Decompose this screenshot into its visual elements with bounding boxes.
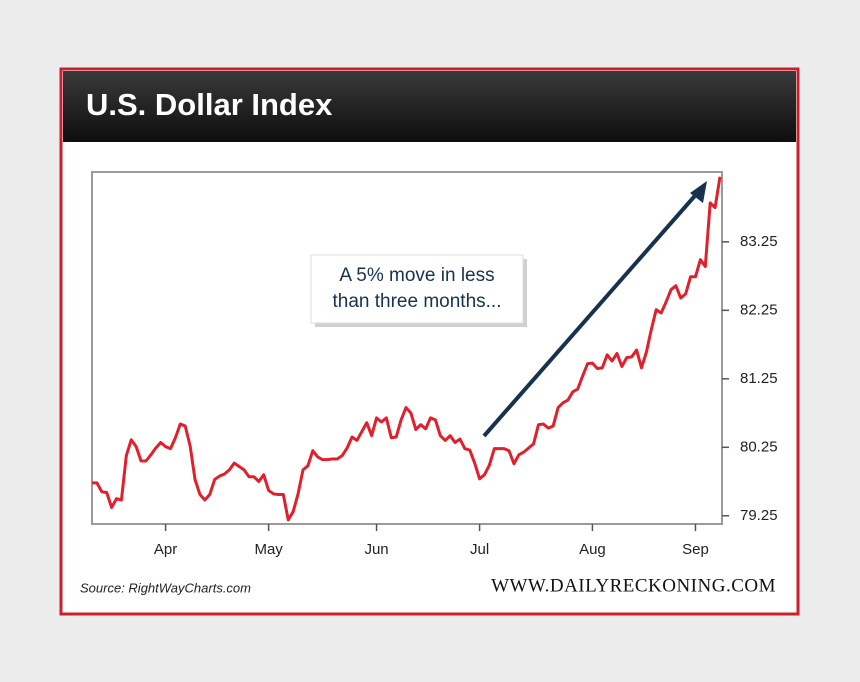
y-tick-label: 80.25 — [740, 438, 778, 455]
source: Source: RightWayCharts.com — [80, 580, 251, 595]
header — [63, 71, 796, 142]
x-tick-label: Jul — [470, 541, 489, 558]
x-tick-label: May — [254, 541, 283, 558]
chart-title: U.S. Dollar Index — [86, 87, 333, 122]
y-tick-label: 81.25 — [740, 370, 778, 387]
y-tick-label: 79.25 — [740, 507, 778, 524]
arrow — [482, 188, 702, 438]
x-tick-label: Aug — [579, 541, 606, 558]
annotation-box — [310, 254, 524, 324]
arrow-head — [690, 181, 707, 203]
x-tick-label: Sep — [682, 541, 709, 558]
y-tick-label: 82.25 — [740, 301, 778, 318]
x-tick-label: Apr — [154, 541, 177, 558]
annotation-text: than three months... — [333, 291, 502, 312]
x-tick-label: Jun — [364, 541, 388, 558]
line — [92, 176, 722, 522]
y-tick-label: 83.25 — [740, 233, 778, 250]
annotation-text: A 5% move in less — [339, 265, 494, 286]
website: WWW.DAILYRECKONING.COM — [491, 575, 776, 596]
plot-area — [91, 171, 723, 525]
